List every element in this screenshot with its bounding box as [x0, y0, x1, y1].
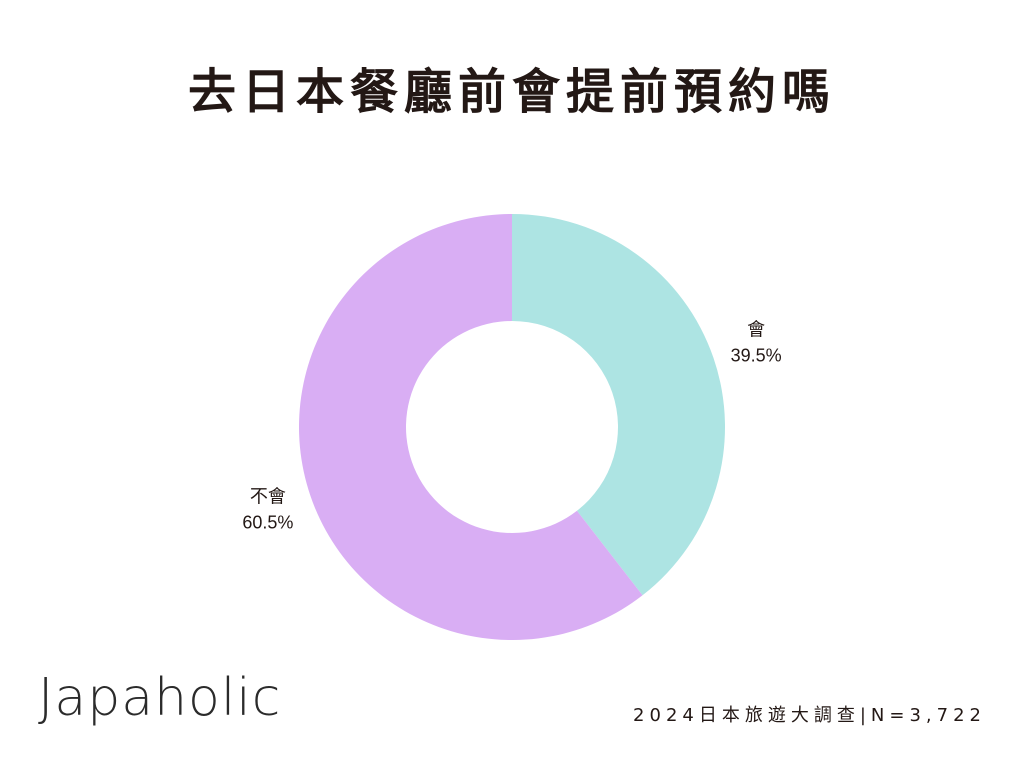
- slice-label-1: 不會: [250, 487, 286, 508]
- donut-slices: [299, 214, 726, 641]
- slice-label-0: 會: [747, 319, 765, 340]
- donut-slice-0: [512, 214, 726, 596]
- brand-logo: Japaholic: [38, 668, 282, 728]
- donut-slice-1: [299, 214, 643, 641]
- slice-percent-1: 60.5%: [242, 513, 293, 533]
- survey-footnote: 2024日本旅遊大調查|N=3,722: [633, 705, 986, 726]
- chart-title: 去日本餐廳前會提前預約嗎: [187, 64, 836, 120]
- slice-percent-0: 39.5%: [731, 345, 782, 365]
- slice-labels: 會 39.5% 不會 60.5%: [242, 319, 781, 532]
